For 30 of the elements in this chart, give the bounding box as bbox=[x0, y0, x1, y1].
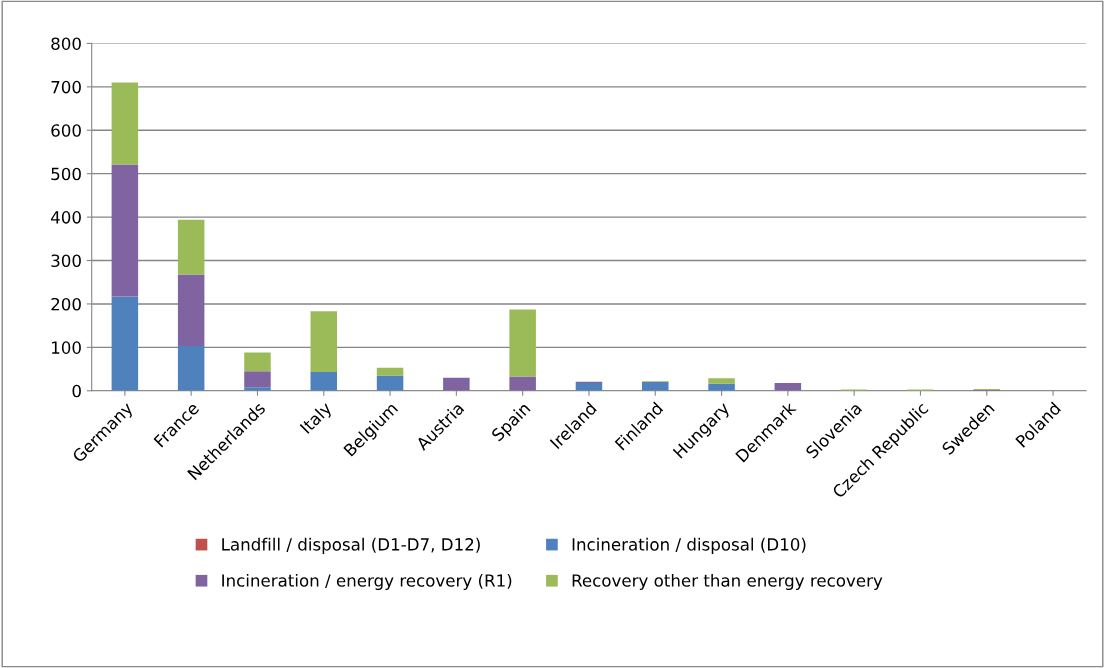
bar bbox=[642, 382, 669, 391]
bar bbox=[111, 82, 139, 165]
bar bbox=[376, 375, 404, 391]
bar bbox=[177, 346, 205, 391]
legend-label: Incineration / energy recovery (R1) bbox=[222, 573, 512, 591]
bar bbox=[509, 309, 536, 377]
y-tick-label: 800 bbox=[51, 37, 81, 50]
bar bbox=[509, 376, 536, 391]
bar bbox=[244, 371, 271, 388]
bar bbox=[111, 164, 139, 297]
legend-label: Landfill / disposal (D1-D7, D12) bbox=[222, 537, 480, 554]
y-tick-label: 700 bbox=[51, 80, 81, 94]
bar bbox=[177, 274, 205, 347]
y-tick-label: 200 bbox=[51, 297, 81, 311]
legend-label: Incineration / disposal (D10) bbox=[572, 537, 806, 554]
y-tick-label: 500 bbox=[51, 167, 81, 181]
y-tick-label: 400 bbox=[51, 211, 81, 224]
y-tick-label: 600 bbox=[51, 124, 81, 137]
bar bbox=[244, 352, 271, 372]
bar bbox=[310, 311, 338, 373]
legend-label: Recovery other than energy recovery bbox=[572, 573, 883, 591]
y-tick-label: 100 bbox=[52, 341, 81, 354]
bar bbox=[376, 367, 404, 376]
y-tick-label: 300 bbox=[51, 254, 81, 268]
y-tick-label: 0 bbox=[72, 384, 81, 398]
bar bbox=[177, 219, 205, 275]
bar bbox=[443, 377, 470, 391]
bar bbox=[310, 372, 338, 391]
bar bbox=[111, 296, 139, 391]
bar bbox=[708, 378, 735, 384]
